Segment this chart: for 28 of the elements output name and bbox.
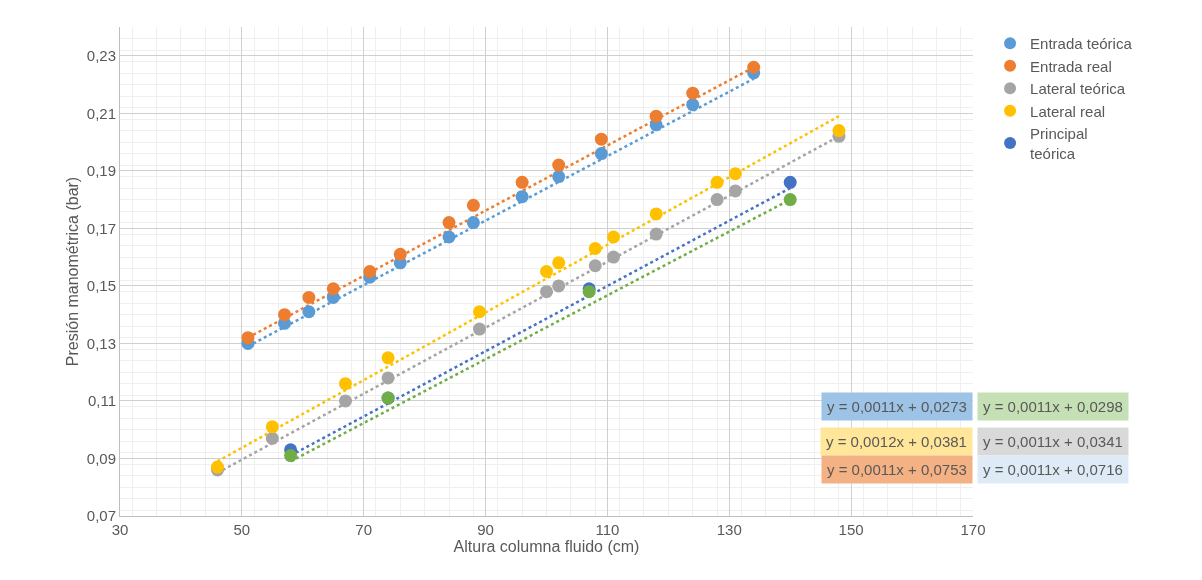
y-tick-label: 0,19	[86, 162, 116, 180]
text: y = 0,0011x + 0,0716	[983, 461, 1123, 478]
legend-label: Entrada teórica	[1030, 35, 1133, 53]
text: y = 0,0011x + 0,0341	[983, 433, 1123, 450]
x-tick-label: 110	[595, 521, 620, 538]
x-tick-label: 170	[960, 521, 986, 538]
x-tick-label: 130	[716, 521, 742, 538]
legend-label: Lateral teórica	[1030, 80, 1126, 98]
y-axis-title: Presión manométrica (bar)	[64, 176, 81, 367]
x-axis-title: Altura columna fluido (cm)	[453, 538, 640, 555]
y-tick-label: 0,13	[86, 334, 116, 352]
y-tick-label: 0,11	[87, 392, 116, 410]
legend-label: Lateral real	[1030, 102, 1106, 120]
y-tick-label: 0,09	[86, 449, 116, 467]
y-tick-label: 0,15	[86, 277, 116, 295]
x-tick-label: 70	[355, 521, 373, 538]
text: y = 0,0011x + 0,0298	[983, 398, 1123, 415]
annotation: y = 0,0011x + 0,0753	[827, 461, 967, 478]
legend-label: Principal teórica	[1030, 125, 1088, 162]
y-tick-label: 0,17	[86, 219, 116, 237]
y-tick-label: 0,23	[86, 47, 116, 65]
annotation: y = 0,0011x + 0,0273	[827, 398, 967, 415]
y-tick-label: 0,21	[86, 104, 116, 122]
legend-label: Entrada real	[1030, 57, 1112, 75]
x-tick-label: 150	[838, 521, 864, 538]
x-tick-label: 50	[233, 521, 251, 538]
x-tick-label: 90	[477, 521, 494, 538]
annotation: y = 0,0012x + 0,0381	[826, 433, 967, 450]
